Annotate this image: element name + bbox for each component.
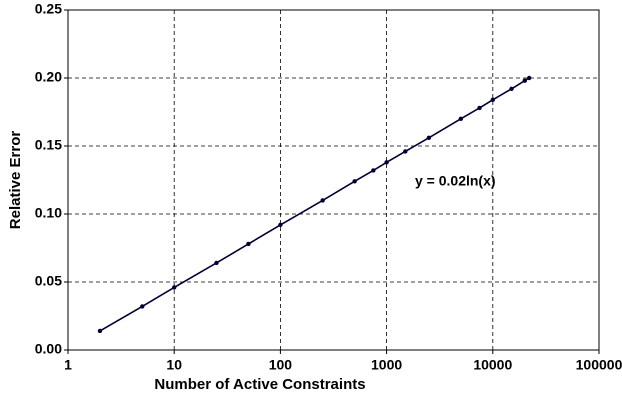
y-tick-label: 0.05 [35,273,62,289]
data-point [246,241,251,247]
data-point [352,179,357,184]
data-point [384,160,389,165]
data-point [140,304,145,309]
x-tick-label: 10000 [473,357,512,373]
x-tick-label: 1 [64,357,72,373]
y-tick-label: 0.00 [35,341,62,357]
data-point [490,97,495,102]
y-axis-label: Relative Error [7,131,24,230]
y-tick-label: 0.20 [35,69,62,85]
data-line [99,77,530,332]
y-tick-label: 0.15 [35,137,62,153]
x-tick-label: 1000 [371,357,402,373]
plot-frame [67,9,600,351]
data-point [509,86,514,92]
y-tick-label: 0.10 [35,205,62,221]
x-axis-label: Number of Active Constraints [154,376,365,393]
data-point [426,135,432,141]
x-tick-label: 100 [269,357,293,373]
data-point [522,78,527,83]
data-point [214,260,219,266]
annotation: y = 0.02ln(x) [415,173,496,189]
data-point [97,328,103,334]
data-point [371,168,376,173]
y-tick-label: 0.25 [35,1,62,17]
x-tick-label: 10 [166,357,182,373]
data-point [278,222,283,228]
data-point [172,285,177,290]
data-point [477,105,482,111]
data-point [320,198,325,203]
data-point [526,75,532,81]
data-point [403,149,408,154]
data-point [458,116,464,122]
x-tick-label: 100000 [576,357,622,373]
